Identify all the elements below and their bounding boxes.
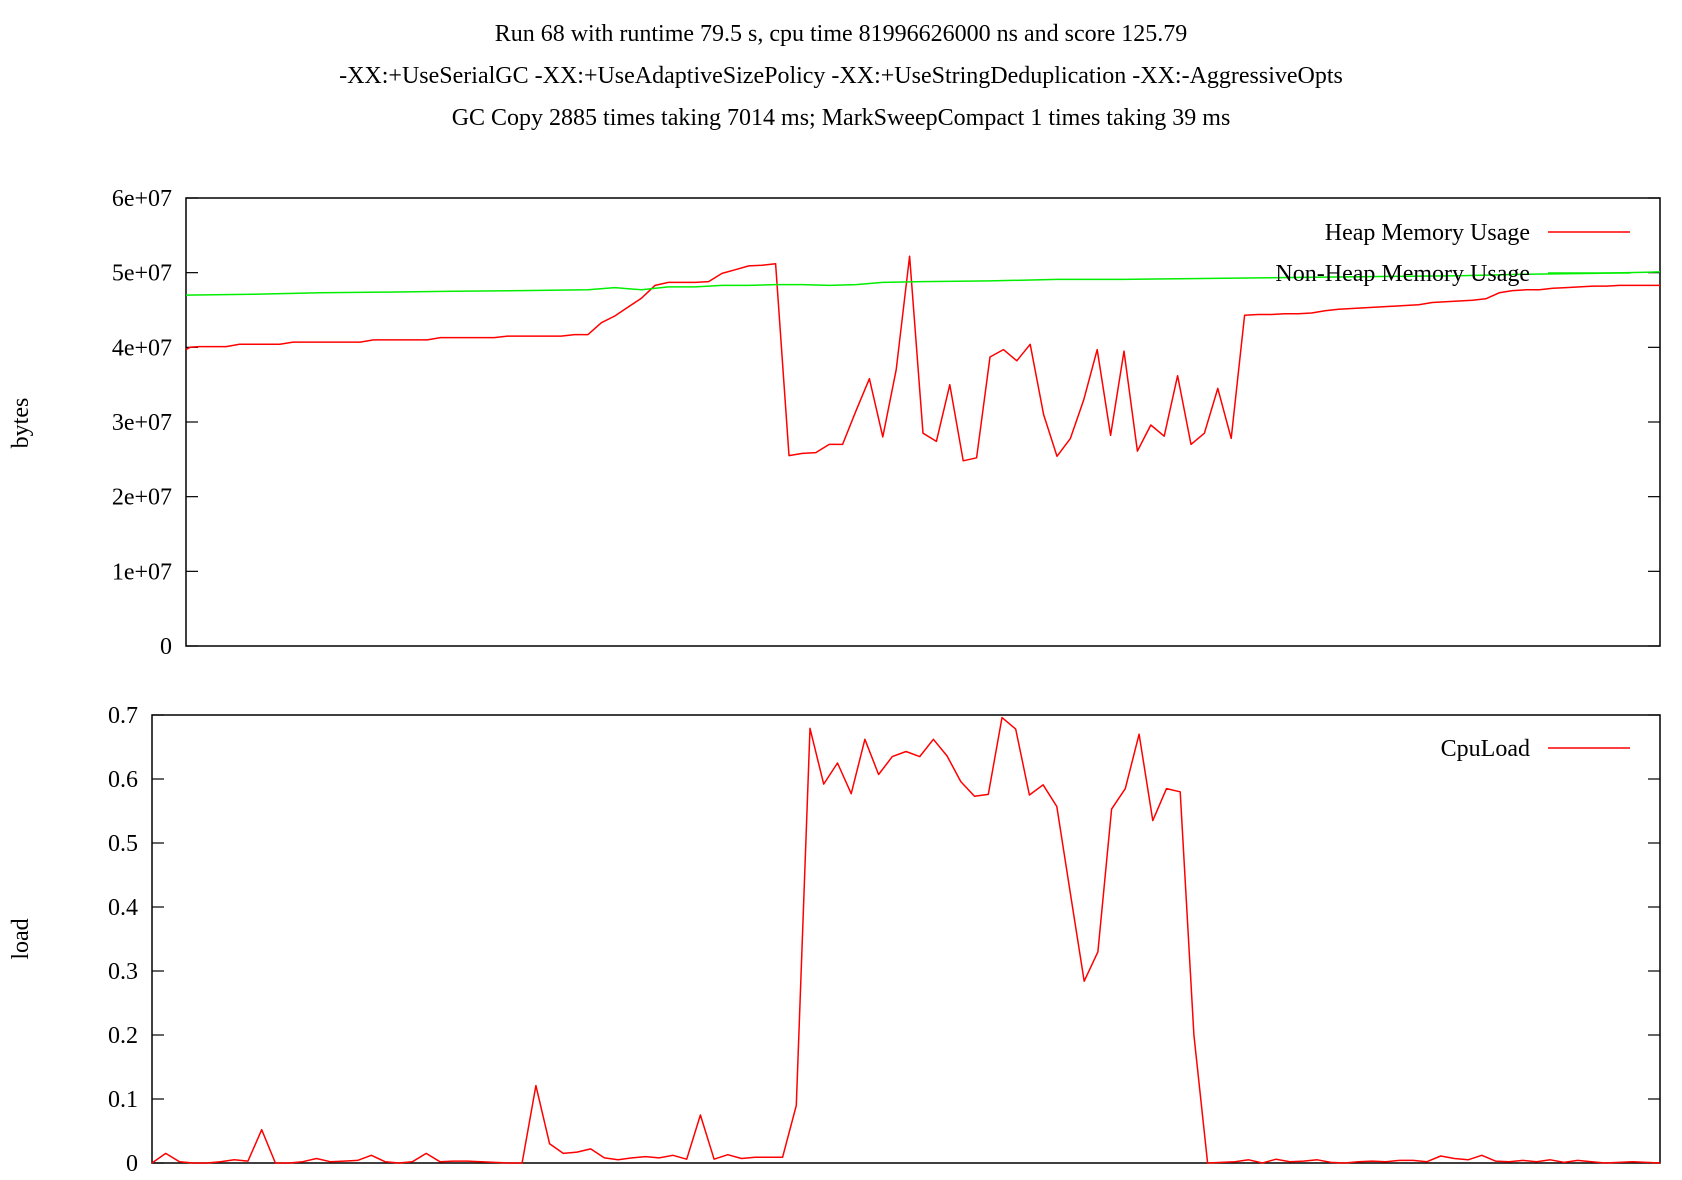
plot-frame	[151, 714, 1661, 1164]
legend-label: CpuLoad	[1441, 736, 1530, 762]
y-tick-label: 5e+07	[112, 261, 172, 287]
y-tick-label: 0	[160, 634, 172, 660]
y-axis-label: load	[8, 918, 34, 959]
y-tick-label: 1e+07	[112, 559, 172, 585]
chart-title-line-1: Run 68 with runtime 79.5 s, cpu time 819…	[494, 21, 1188, 47]
series-line-1	[185, 255, 1660, 462]
y-tick-label: 0.6	[108, 767, 138, 793]
y-tick-label: 0.2	[108, 1023, 138, 1049]
legend-label: Non-Heap Memory Usage	[1275, 261, 1530, 287]
y-tick-label: 2e+07	[112, 485, 172, 511]
legend-label: Heap Memory Usage	[1325, 220, 1530, 246]
y-tick-label: 0.7	[108, 703, 138, 729]
y-tick-label: 0.5	[108, 831, 138, 857]
y-tick-label: 0	[126, 1151, 138, 1177]
y-tick-label: 0.4	[108, 895, 138, 921]
y-tick-label: 3e+07	[112, 410, 172, 436]
chart-panel-2: 0 0.1 0.2 0.3 0.4 0.5 0.6 0.7 load CpuLoad	[8, 703, 1661, 1177]
chart-title-line-2: -XX:+UseSerialGC -XX:+UseAdaptiveSizePol…	[339, 63, 1343, 89]
y-tick-label: 6e+07	[112, 186, 172, 212]
series-line-2	[185, 271, 1661, 296]
y-axis-label: bytes	[8, 398, 34, 449]
y-tick-label: 0.1	[108, 1087, 138, 1113]
series-line-1	[151, 716, 1661, 1164]
y-tick-label: 4e+07	[112, 335, 172, 361]
chart-title-line-3: GC Copy 2885 times taking 7014 ms; MarkS…	[451, 105, 1231, 131]
y-tick-label: 0.3	[108, 959, 138, 985]
chart-panel-1: 0 1e+07 2e+07 3e+07 4e+07 5e+07 6e+07 bytes Heap…	[8, 186, 1661, 660]
